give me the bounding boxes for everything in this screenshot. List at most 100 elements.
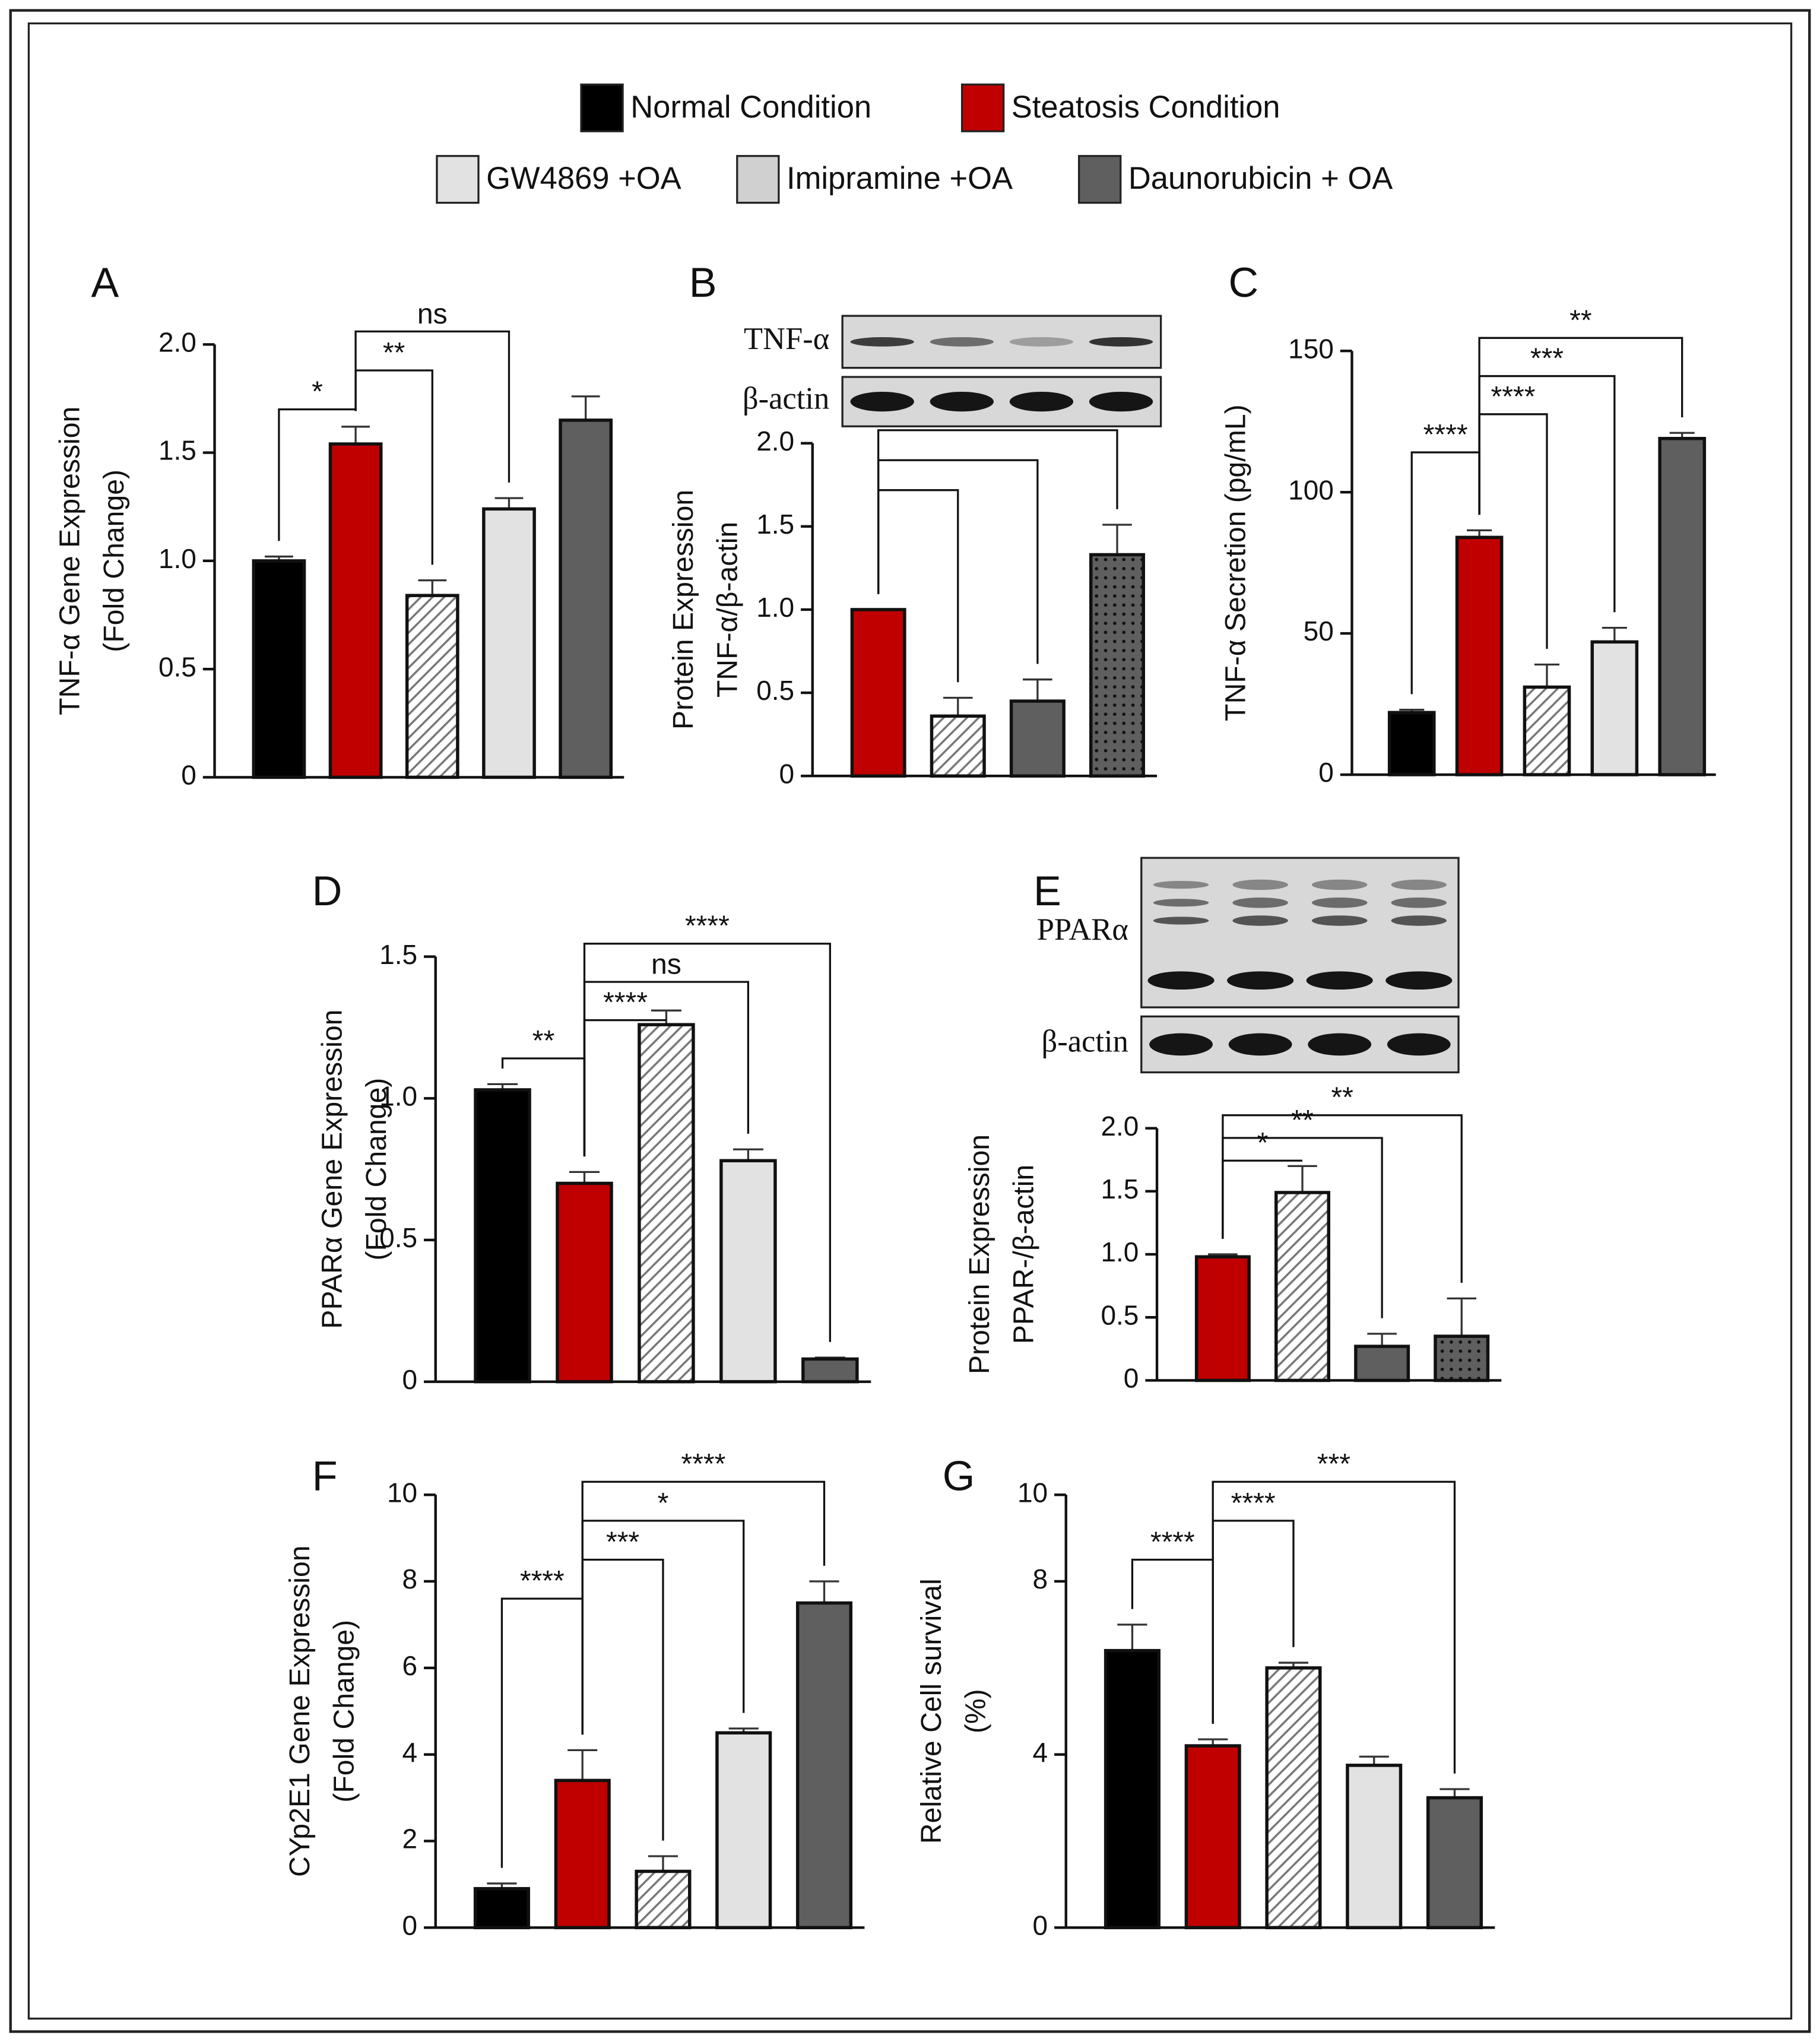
significance-bracket [1222,1114,1463,1283]
significance-bracket [354,330,511,483]
panel-letter: D [312,868,343,914]
blot-band [1009,337,1074,347]
blot-band [1153,917,1209,925]
blot-band [930,391,994,412]
bar [1387,711,1436,776]
significance-label: ** [1331,1082,1353,1114]
blot-band [1311,915,1368,926]
bar [559,418,613,779]
y-axis-label: Relative Cell survival [915,1578,947,1844]
blot-band [850,391,914,412]
blot-band [1391,915,1447,926]
y-tick-label: 6 [402,1650,418,1681]
blot-band [1227,971,1294,990]
significance-label: ns [417,298,448,330]
y-tick-label: 0.5 [158,651,196,682]
blot-band [1228,1033,1292,1056]
y-tick-label: 4 [1033,1737,1048,1768]
bar [715,1731,772,1930]
panel-letter: F [312,1453,338,1499]
blot-label: TNF-α [744,322,829,356]
y-tick-label: 2.0 [756,426,794,456]
y-axis-label: TNF-α/β-actin [711,522,743,697]
panel-letter: G [943,1453,975,1499]
y-tick-label: 150 [1288,333,1334,364]
significance-label: **** [603,987,648,1019]
significance-label: * [1257,1127,1269,1159]
legend-label: GW4869 +OA [486,161,681,196]
legend-label: Steatosis Condition [1012,90,1280,125]
y-tick-label: 1.5 [1101,1174,1139,1204]
y-tick-label: 0 [1033,1910,1048,1940]
significance-label: *** [1317,1448,1350,1480]
bar [405,594,459,779]
blot-band [1089,391,1153,412]
panel-letter: E [1033,868,1061,914]
y-tick-label: 2.0 [158,326,196,357]
blot-band [1153,899,1209,907]
blot-label: β-actin [1042,1024,1128,1058]
significance-label: **** [1491,381,1536,413]
legend-label: Daunorubicin + OA [1128,161,1393,196]
bar [1274,1191,1331,1383]
bar [850,608,906,778]
significance-bracket [1478,337,1683,515]
significance-label: **** [520,1565,565,1597]
y-tick-label: 8 [402,1564,418,1594]
legend-swatch [580,83,624,132]
blot-band [930,337,994,347]
blot-band [1391,879,1447,890]
y-tick-label: 100 [1288,474,1334,505]
bar [801,1357,859,1384]
legend-swatch [1078,155,1122,204]
y-axis-label: (Fold Change) [328,1620,360,1803]
y-tick-label: 8 [1033,1564,1048,1594]
significance-label: ** [532,1025,554,1057]
significance-label: *** [1530,343,1564,375]
y-axis-label: TNF-α Gene Expression [53,407,85,715]
significance-label: ** [383,337,405,369]
y-tick-label: 1.0 [1101,1236,1139,1267]
blot-band [1306,971,1373,990]
significance-label: ns [651,949,681,981]
significance-label: **** [1231,1487,1276,1519]
legend-swatch [960,83,1005,132]
bar [638,1023,695,1384]
y-tick-label: 0 [779,758,795,789]
significance-label: **** [1150,1526,1195,1558]
panel-letter: B [689,259,717,306]
y-tick-label: 0 [1318,757,1334,788]
blot-band [1232,879,1288,890]
y-tick-label: 0 [402,1364,418,1395]
blot-band [1311,879,1368,890]
y-axis-label: PPARα Gene Expression [316,1010,348,1329]
blot-band [850,337,914,347]
panel-letter: A [91,259,119,306]
y-tick-label: 0 [402,1910,418,1940]
legend-label: Normal Condition [630,90,871,125]
bar [1089,553,1145,778]
bar [252,559,306,779]
blot-band [1232,897,1288,908]
y-tick-label: 1.0 [158,543,196,574]
bar [328,442,383,779]
y-axis-label: PPAR-/β-actin [1008,1165,1040,1344]
significance-bracket [877,429,1118,594]
y-tick-label: 0 [1124,1363,1139,1394]
y-axis-label: Protein Expression [667,490,699,730]
bar [1354,1345,1410,1383]
bar [1426,1796,1483,1930]
bar [1104,1648,1161,1930]
legend-swatch [736,155,780,204]
significance-label: * [312,376,323,408]
legend-label: Imipramine +OA [787,161,1013,196]
y-tick-label: 0.5 [1101,1299,1139,1330]
bar [473,1886,530,1930]
y-axis-label: TNF-α Secretion (pg/mL) [1220,404,1252,721]
y-axis-label: (Fold Change) [360,1078,392,1261]
inner-frame [27,22,1793,2020]
blot-band [1391,897,1447,908]
bar [1184,1744,1241,1930]
y-tick-label: 10 [387,1477,417,1508]
